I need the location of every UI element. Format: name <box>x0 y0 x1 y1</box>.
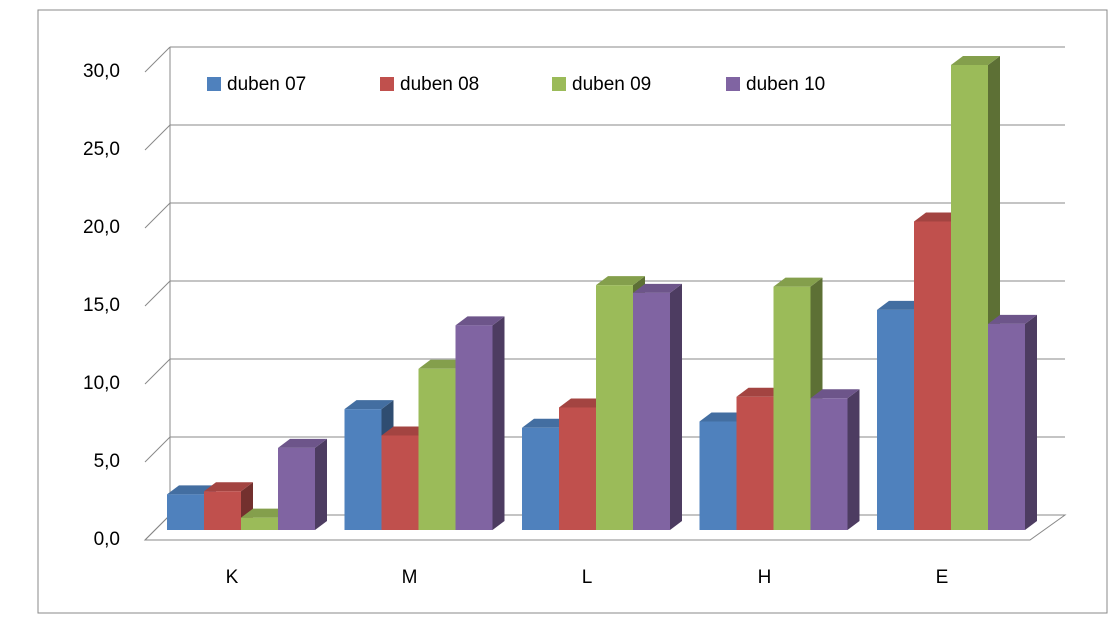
bar-front <box>241 517 278 530</box>
bar <box>810 389 860 530</box>
bar-front <box>914 221 951 531</box>
bar-top <box>522 418 571 428</box>
bar-top <box>204 482 253 492</box>
bar-top <box>810 389 860 399</box>
bar-top <box>773 277 823 287</box>
bar-front <box>278 447 315 530</box>
bar-side <box>670 283 682 530</box>
bar <box>988 314 1037 530</box>
x-tick-label: H <box>758 567 772 588</box>
bar-front <box>736 396 774 530</box>
bar <box>455 316 505 530</box>
bar-top <box>167 485 216 495</box>
bar-side <box>847 389 860 530</box>
grid-line-side <box>144 280 171 307</box>
grid-line-side <box>144 514 171 541</box>
bar-front <box>633 292 670 530</box>
bar-front <box>344 409 382 530</box>
legend-swatch <box>552 77 566 91</box>
bar-top <box>914 212 963 222</box>
bar-top <box>455 316 505 326</box>
bar-front <box>596 285 633 530</box>
bar-front <box>522 427 559 530</box>
bar-front <box>699 421 737 530</box>
bar <box>278 438 327 530</box>
bar-side <box>315 438 327 530</box>
y-tick-label: 5,0 <box>94 451 120 472</box>
bar-top <box>699 412 749 422</box>
bar-front <box>773 286 811 530</box>
legend-label: duben 07 <box>227 74 306 95</box>
bar-front <box>559 407 596 530</box>
grid-line-side <box>144 124 171 151</box>
bar-front <box>988 323 1025 530</box>
bar-front <box>810 398 848 530</box>
bar-front <box>877 309 914 530</box>
bar-front <box>418 368 456 530</box>
bar-side <box>492 316 505 530</box>
grid-line-side <box>144 202 171 229</box>
x-tick-label: E <box>936 567 949 588</box>
legend-label: duben 10 <box>746 74 825 95</box>
bar-top <box>241 508 290 518</box>
legend-swatch <box>726 77 740 91</box>
y-tick-label: 30,0 <box>83 61 120 82</box>
bar-front <box>204 491 241 530</box>
bar-top <box>633 283 682 293</box>
y-tick-label: 10,0 <box>83 373 120 394</box>
grid-line-side <box>144 436 171 463</box>
bar-top <box>418 359 468 369</box>
bar-top <box>278 438 327 448</box>
x-tick-label: L <box>582 567 593 588</box>
y-tick-label: 0,0 <box>94 529 120 550</box>
x-tick-label: K <box>226 567 239 588</box>
bar-front <box>167 494 204 530</box>
bar-top <box>381 426 431 436</box>
bar-side <box>1025 314 1037 530</box>
bar-top <box>951 56 1000 65</box>
bar-top <box>344 400 394 410</box>
y-tick-label: 25,0 <box>83 139 120 160</box>
legend-label: duben 09 <box>572 74 651 95</box>
grid-line-side <box>144 358 171 385</box>
bar-front <box>455 325 493 530</box>
y-tick-label: 15,0 <box>83 295 120 316</box>
y-tick-label: 20,0 <box>83 217 120 238</box>
legend-swatch <box>207 77 221 91</box>
bar-top <box>877 300 926 310</box>
bar-top <box>596 276 645 286</box>
grid-line-side <box>144 46 171 73</box>
bar-front <box>951 65 988 530</box>
bar-top <box>736 387 786 397</box>
bar-top <box>559 398 608 408</box>
bar-front <box>381 435 419 530</box>
legend-swatch <box>380 77 394 91</box>
x-tick-label: M <box>402 567 418 588</box>
bar-top <box>988 314 1037 324</box>
bar <box>633 283 682 530</box>
legend-label: duben 08 <box>400 74 479 95</box>
